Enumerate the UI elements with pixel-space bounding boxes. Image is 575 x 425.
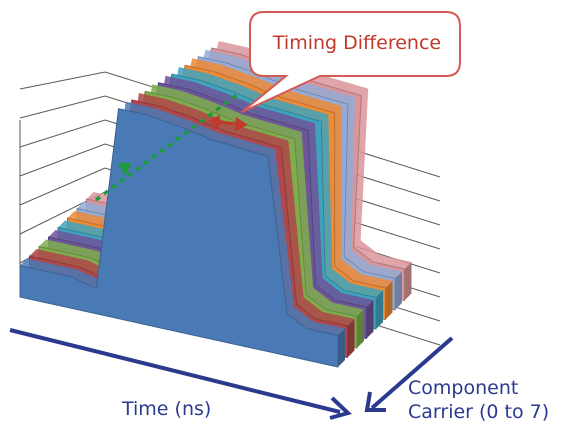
series-1-end-face [347, 318, 355, 358]
series-2-end-face [357, 309, 364, 348]
arrow-head-right-icon [235, 117, 248, 131]
timing-difference-label: Timing Difference [272, 32, 442, 54]
x-axis-label: Time (ns) [122, 398, 212, 420]
peak-marker-triangle-icon [118, 163, 132, 176]
series-5-end-face [385, 280, 393, 320]
series-7-end-face [404, 261, 412, 301]
series-3-end-face [366, 299, 374, 339]
callout-bubble [241, 11, 461, 113]
series-4-end-face [376, 290, 383, 329]
carrier-axis-label: Component Carrier (0 to 7) [408, 376, 549, 424]
arrow-head-left-icon [208, 115, 220, 129]
annotations [9, 11, 461, 420]
carrier-axis-arrow-head-icon [364, 391, 386, 412]
carrier-axis-label-line1: Component [408, 377, 519, 399]
carrier-axis-arrow [370, 336, 454, 410]
time-axis-arrow [9, 328, 341, 414]
series-6-end-face [395, 271, 402, 310]
carrier-axis-label-line2: Carrier (0 to 7) [408, 401, 550, 423]
series-0-end-face [338, 328, 345, 367]
time-axis-arrow-head-icon [329, 396, 352, 420]
series-areas [19, 41, 412, 368]
